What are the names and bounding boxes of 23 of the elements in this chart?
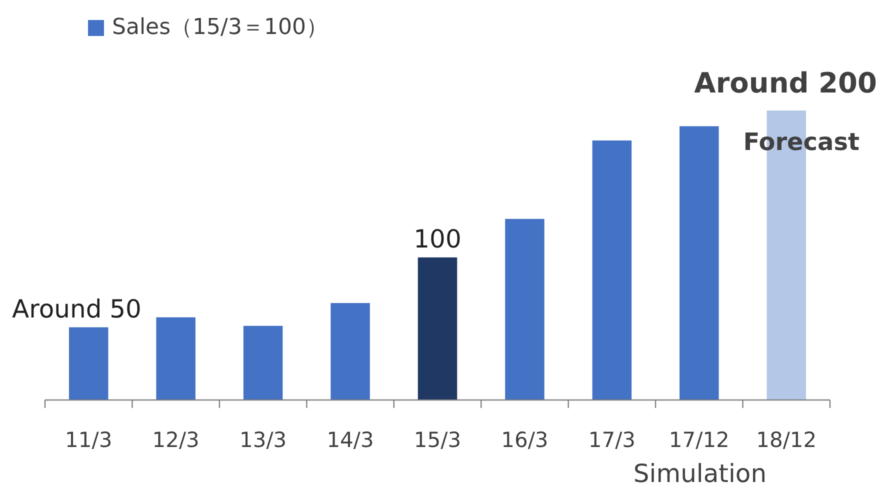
x-tick-label: 13/3	[239, 428, 287, 452]
bar	[156, 317, 196, 400]
x-tick-label: 17/12	[668, 428, 730, 452]
bar	[592, 140, 632, 400]
bar	[330, 303, 370, 400]
bar	[418, 257, 458, 400]
x-tick-label: 14/3	[326, 428, 374, 452]
x-tick-label: 17/3	[588, 428, 636, 452]
x-tick-label: 16/3	[501, 428, 548, 452]
x-tick-label: 11/3	[65, 428, 112, 452]
bar	[505, 218, 544, 400]
text: Simulation	[633, 459, 767, 488]
bar	[680, 126, 719, 400]
data-label: 100	[414, 224, 462, 254]
data-label: Around 200	[694, 66, 877, 100]
data-label: Around 50	[12, 294, 142, 324]
bar	[68, 327, 108, 400]
x-tick-label: 18/12	[756, 428, 817, 452]
annotation: Forecast	[743, 128, 860, 156]
x-tick-label: 12/3	[152, 428, 200, 452]
bar	[243, 326, 283, 400]
x-tick-label: 15/3	[414, 428, 462, 452]
legend-label: Sales（15/3＝100）	[112, 15, 328, 40]
